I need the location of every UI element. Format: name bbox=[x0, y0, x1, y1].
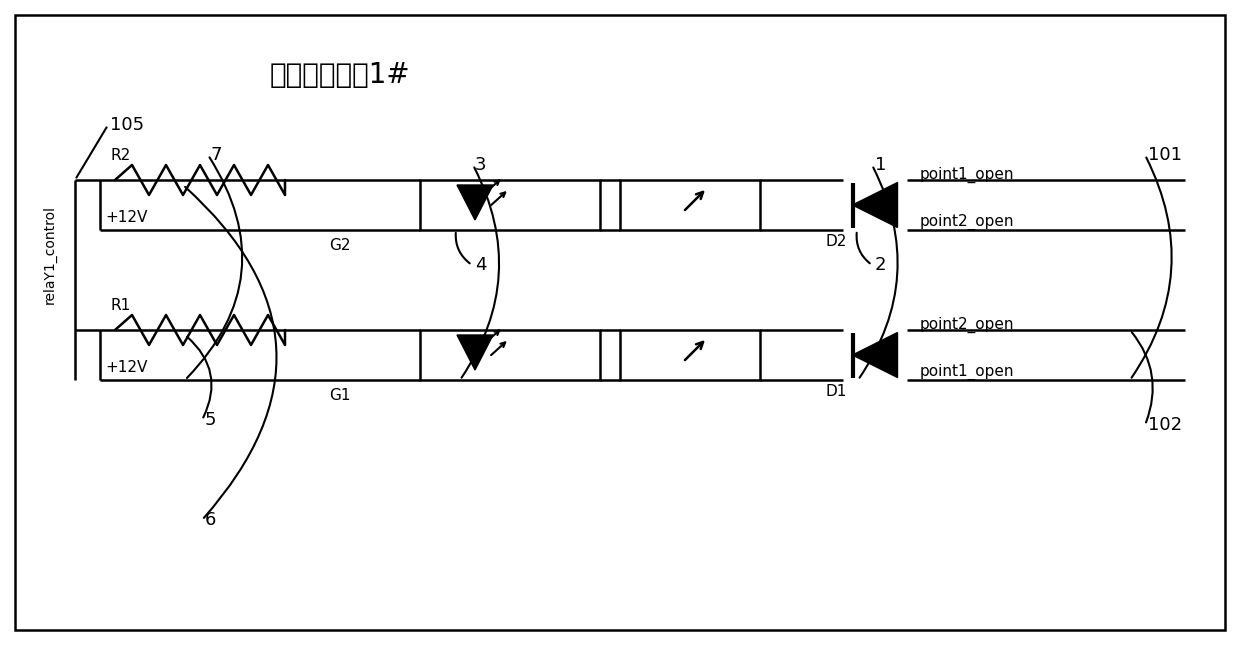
Text: 101: 101 bbox=[1148, 146, 1182, 164]
Text: R1: R1 bbox=[110, 297, 130, 312]
Text: 3: 3 bbox=[475, 156, 486, 174]
Text: G2: G2 bbox=[330, 237, 351, 252]
Text: R2: R2 bbox=[110, 148, 130, 163]
Text: 4: 4 bbox=[475, 256, 486, 274]
Bar bbox=[420, 180, 600, 230]
Bar bbox=[620, 180, 760, 230]
Text: point1_open: point1_open bbox=[920, 364, 1014, 380]
Polygon shape bbox=[458, 185, 494, 220]
Text: point2_open: point2_open bbox=[920, 317, 1014, 333]
Text: 干扰隔离电路1#: 干扰隔离电路1# bbox=[270, 61, 410, 89]
Text: point2_open: point2_open bbox=[920, 214, 1014, 230]
Text: 5: 5 bbox=[205, 411, 217, 429]
Text: relaY1_control: relaY1_control bbox=[43, 206, 57, 304]
Text: point1_open: point1_open bbox=[920, 167, 1014, 183]
Text: +12V: +12V bbox=[105, 361, 148, 375]
Polygon shape bbox=[853, 333, 898, 377]
Polygon shape bbox=[853, 183, 898, 228]
Text: D2: D2 bbox=[826, 235, 847, 250]
Text: D1: D1 bbox=[826, 384, 847, 399]
Text: 7: 7 bbox=[210, 146, 222, 164]
Bar bbox=[620, 330, 760, 380]
Polygon shape bbox=[458, 335, 494, 370]
Text: 6: 6 bbox=[205, 511, 216, 529]
Text: +12V: +12V bbox=[105, 210, 148, 226]
Text: 1: 1 bbox=[875, 156, 887, 174]
Text: 102: 102 bbox=[1148, 416, 1182, 434]
Text: 105: 105 bbox=[110, 116, 144, 134]
Text: G1: G1 bbox=[330, 388, 351, 402]
Text: 2: 2 bbox=[875, 256, 887, 274]
Bar bbox=[420, 330, 600, 380]
